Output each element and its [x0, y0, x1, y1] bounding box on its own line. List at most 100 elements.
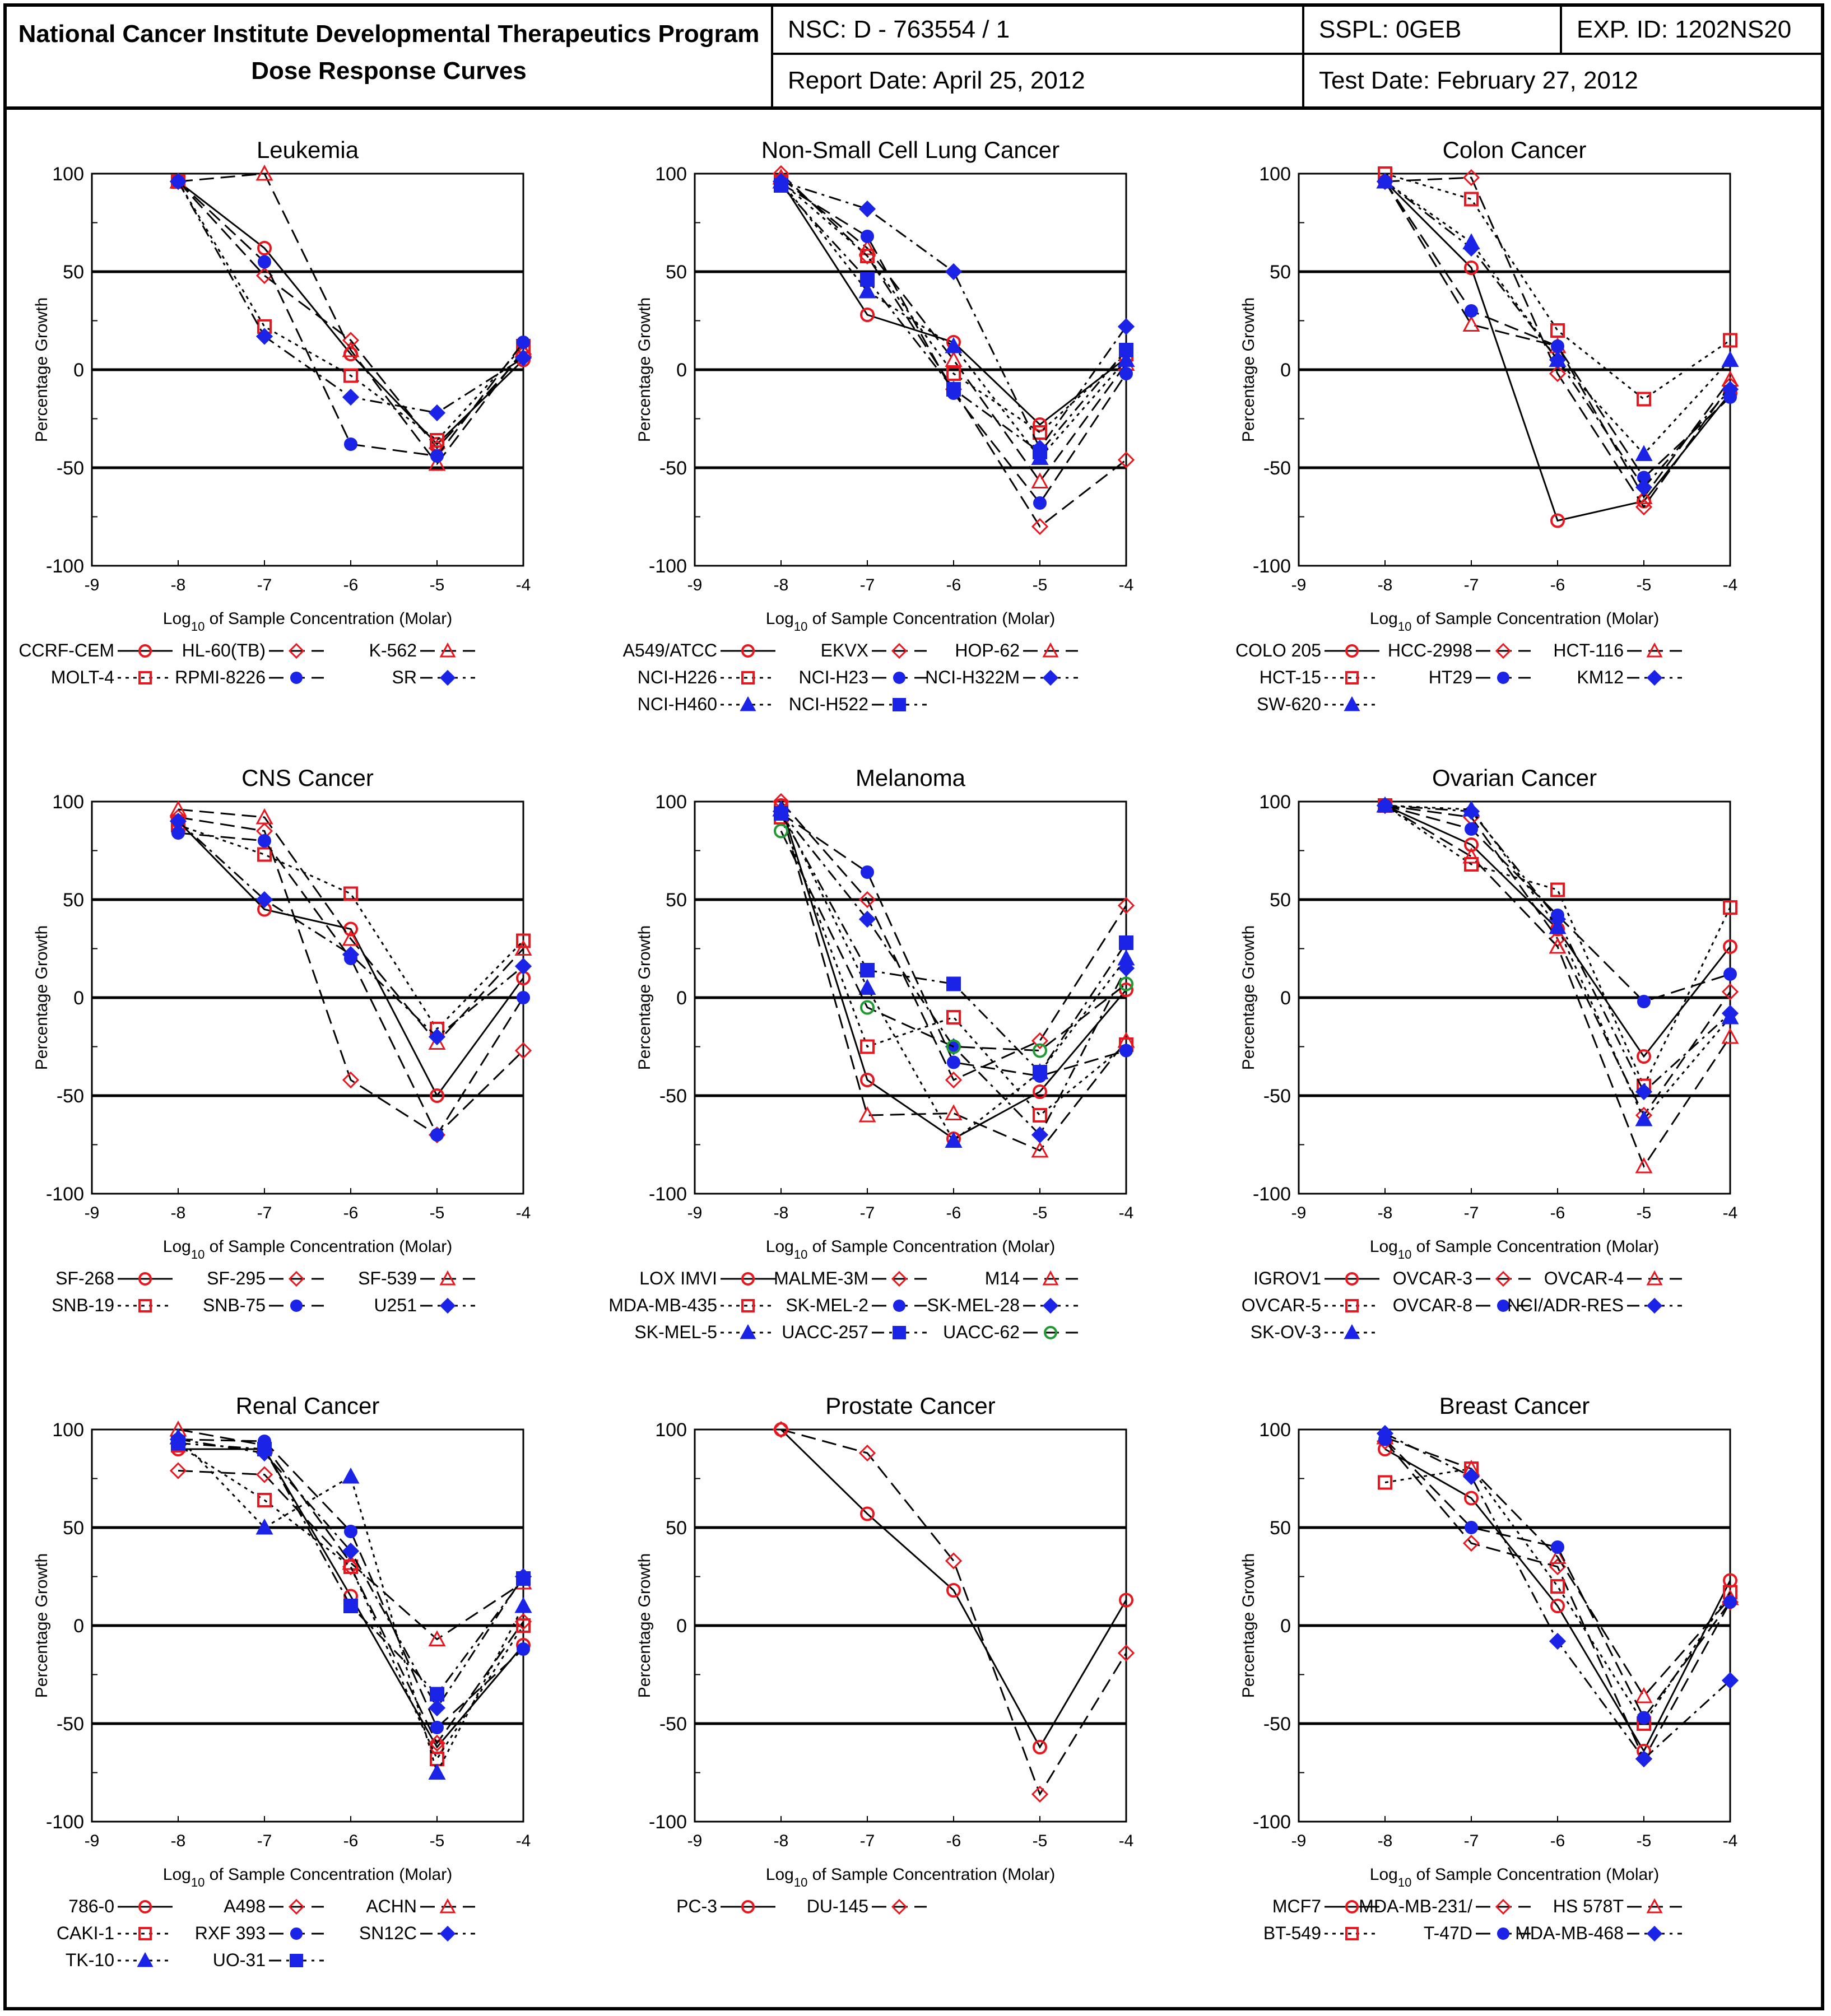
data-point [1551, 1540, 1564, 1554]
x-axis-label-rest: of Sample Concentration (Molar) [807, 1237, 1055, 1256]
data-point [1033, 496, 1047, 510]
legend-label: HCT-15 [1260, 667, 1321, 687]
data-point [860, 249, 875, 263]
legend-item-mda-mb-435: MDA-MB-435 [608, 1295, 775, 1315]
data-point [343, 368, 358, 383]
data-point [1721, 1008, 1739, 1025]
legend-marker [891, 1270, 908, 1287]
series-nci-h522 [774, 178, 1133, 459]
legend-label: SK-MEL-2 [786, 1295, 868, 1315]
data-point [1378, 1475, 1392, 1490]
data-point [1464, 857, 1479, 872]
x-axis-label: Log10 of Sample Concentration (Molar) [766, 1237, 1055, 1261]
data-point [1117, 451, 1135, 469]
legend-marker [1495, 1898, 1512, 1915]
y-axis-label: Percentage Growth [1239, 925, 1258, 1070]
series-line [1384, 804, 1731, 1003]
legend-marker [891, 642, 908, 659]
legend-marker [1044, 1326, 1057, 1339]
y-tick-label: -50 [57, 1086, 84, 1107]
x-tick-label: -5 [430, 1204, 445, 1222]
x-tick-label: -4 [1119, 576, 1134, 594]
y-tick-label: 100 [655, 164, 687, 185]
data-point [1117, 318, 1135, 336]
y-tick-label: 0 [73, 1615, 84, 1637]
series-du-145 [772, 1421, 1135, 1803]
data-point [1462, 847, 1480, 864]
series-line [177, 181, 524, 442]
y-tick-label: -50 [1263, 1086, 1291, 1107]
x-tick-label: -5 [1033, 1832, 1048, 1850]
y-tick-label: -100 [46, 556, 84, 577]
legend-marker [138, 671, 152, 685]
legend-marker [1344, 696, 1360, 711]
y-tick-label: -100 [1253, 1812, 1291, 1833]
x-tick-label: -6 [1550, 1204, 1565, 1222]
legend-marker [288, 1898, 305, 1915]
chart-title: Colon Cancer [1443, 137, 1587, 163]
legend-marker [1345, 1927, 1359, 1940]
legend-marker [439, 1925, 456, 1942]
legend-marker [1497, 672, 1509, 684]
data-point [1549, 1548, 1567, 1564]
x-tick-label: -4 [516, 1204, 531, 1222]
series-line [1384, 180, 1731, 522]
chart-title: Ovarian Cancer [1432, 765, 1597, 791]
data-point [1550, 323, 1565, 338]
legend-marker [138, 1927, 152, 1940]
x-axis-label-log: Log [1370, 1237, 1398, 1256]
data-point [1033, 1740, 1047, 1754]
legend-label: CCRF-CEM [18, 640, 114, 660]
series-ovcar-4 [1376, 796, 1739, 1174]
legend-item-ovcar-8: OVCAR-8 [1393, 1295, 1531, 1315]
data-point [858, 200, 876, 218]
data-point [1721, 380, 1739, 398]
x-axis-label-sub: 10 [794, 620, 807, 634]
legend-item-hs-578t: HS 578T [1553, 1896, 1682, 1916]
legend-item-mda-mb-468: MDA-MB-468 [1515, 1923, 1682, 1943]
data-point [1119, 1044, 1133, 1058]
legend-item-ht29: HT29 [1429, 667, 1531, 687]
legend-item-m14: M14 [985, 1268, 1078, 1288]
data-point [343, 886, 358, 901]
data-point [1723, 333, 1737, 348]
legend-marker [891, 1898, 908, 1915]
legend-item-caki-1: CAKI-1 [57, 1923, 173, 1943]
series-line [780, 812, 1127, 1077]
x-tick-label: -7 [257, 576, 272, 594]
legend-marker [439, 1270, 456, 1286]
series-km12 [1376, 173, 1739, 496]
legend-item-hct-15: HCT-15 [1260, 667, 1379, 687]
x-tick-label: -9 [687, 1832, 703, 1850]
x-tick-label: -4 [516, 576, 531, 594]
data-point [774, 178, 788, 193]
x-tick-label: -9 [1291, 1832, 1307, 1850]
legend-marker [439, 1297, 456, 1314]
x-axis-label-log: Log [1370, 1865, 1398, 1884]
y-tick-label: 100 [1259, 791, 1291, 813]
series-line [177, 181, 524, 414]
series-mda-mb-435 [774, 810, 1133, 1123]
data-point [342, 929, 360, 946]
legend-item-nci-adr-res: NCI/ADR-RES [1507, 1295, 1682, 1315]
series-k-562 [169, 164, 532, 471]
data-point [858, 239, 876, 255]
data-point [945, 1071, 963, 1089]
legend-item-rxf-393: RXF 393 [195, 1923, 324, 1943]
data-point [257, 847, 272, 862]
series-line [780, 184, 1127, 454]
y-tick-label: -100 [649, 556, 687, 577]
legend-marker [290, 672, 303, 684]
data-point [255, 891, 273, 909]
series-line [780, 830, 1127, 1052]
y-tick-label: 0 [676, 1615, 687, 1637]
x-tick-label: -8 [774, 1204, 789, 1222]
legend-item-ccrf-cem: CCRF-CEM [18, 640, 173, 660]
legend-label: HS 578T [1553, 1896, 1624, 1916]
x-tick-label: -7 [860, 576, 875, 594]
data-point [1549, 365, 1567, 383]
x-axis-label-rest: of Sample Concentration (Molar) [807, 1865, 1055, 1884]
legend-label: T-47D [1424, 1923, 1472, 1943]
legend-marker [1646, 1270, 1663, 1286]
x-tick-label: -8 [171, 1832, 186, 1850]
